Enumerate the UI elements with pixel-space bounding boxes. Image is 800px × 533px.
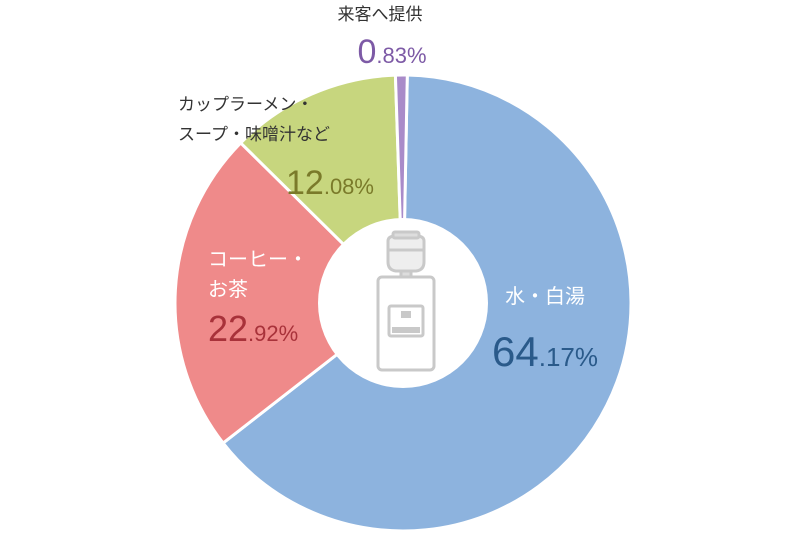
slice-label-value: 0.83% xyxy=(357,33,426,71)
slice-label-value: 64.17% xyxy=(492,328,598,375)
label-water: 水・白湯 64.17% xyxy=(492,284,598,375)
slice-label-name-line2: お茶 xyxy=(208,277,248,301)
water-dispenser-icon xyxy=(376,230,436,372)
slice-label-name: 来客へ提供 xyxy=(338,5,423,25)
label-noodles: カップラーメン・ スープ・味噌汁など 12.08% xyxy=(178,95,374,202)
slice-label-name-line1: コーヒー・ xyxy=(208,247,308,271)
slice-label-value: 12.08% xyxy=(286,164,374,202)
slice-label-name-line1: カップラーメン・ xyxy=(178,95,313,115)
label-coffee: コーヒー・ お茶 22.92% xyxy=(208,247,308,349)
slice-coffee-tea xyxy=(173,140,406,446)
slice-label-value: 22.92% xyxy=(208,308,298,349)
label-guests: 来客へ提供 0.83% xyxy=(338,5,427,71)
slice-guests xyxy=(393,73,409,304)
slice-label-name-line2: スープ・味噌汁など xyxy=(178,125,330,145)
slice-label-name: 水・白湯 xyxy=(505,284,585,308)
